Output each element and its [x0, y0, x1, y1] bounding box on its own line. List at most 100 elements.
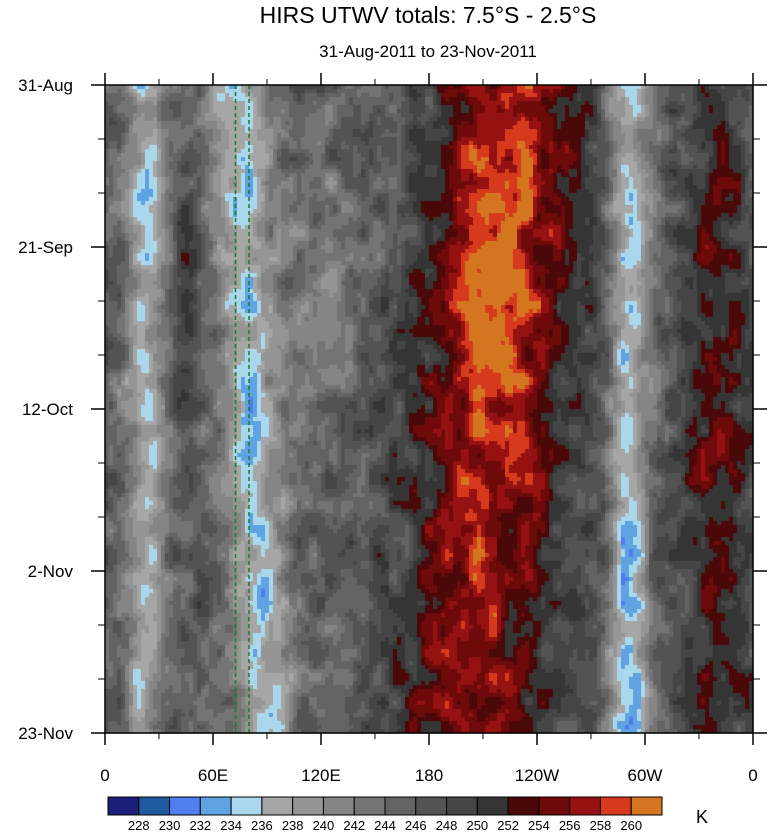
contour-cell	[213, 97, 218, 102]
contour-cell	[433, 89, 438, 94]
contour-cell	[465, 109, 470, 114]
contour-cell	[205, 121, 210, 126]
contour-cell	[529, 101, 534, 106]
contour-cell	[305, 133, 310, 138]
contour-cell	[261, 105, 266, 110]
contour-cell	[393, 189, 398, 194]
contour-cell	[257, 93, 262, 98]
contour-cell	[629, 157, 634, 162]
contour-cell	[381, 137, 386, 142]
contour-cell	[341, 197, 346, 202]
contour-cell	[177, 109, 182, 114]
contour-cell	[181, 105, 186, 110]
contour-cell	[557, 205, 562, 210]
contour-cell	[489, 93, 494, 98]
contour-cell	[621, 109, 626, 114]
contour-cell	[137, 97, 142, 102]
contour-cell	[493, 117, 498, 122]
contour-cell	[485, 169, 490, 174]
contour-cell	[261, 109, 266, 114]
contour-cell	[429, 197, 434, 202]
contour-cell	[501, 201, 506, 206]
contour-cell	[545, 89, 550, 94]
contour-cell	[213, 157, 218, 162]
contour-cell	[709, 173, 714, 178]
contour-cell	[265, 149, 270, 154]
contour-cell	[517, 97, 522, 102]
contour-cell	[277, 177, 282, 182]
contour-cell	[445, 101, 450, 106]
contour-cell	[509, 205, 514, 210]
contour-cell	[717, 169, 722, 174]
contour-cell	[393, 117, 398, 122]
contour-cell	[133, 101, 138, 106]
contour-cell	[257, 121, 262, 126]
contour-cell	[113, 117, 118, 122]
contour-cell	[741, 125, 746, 130]
contour-cell	[177, 121, 182, 126]
contour-cell	[705, 161, 710, 166]
contour-cell	[561, 173, 566, 178]
contour-cell	[457, 157, 462, 162]
contour-cell	[509, 173, 514, 178]
contour-cell	[161, 157, 166, 162]
contour-cell	[429, 173, 434, 178]
contour-cell	[485, 113, 490, 118]
contour-cell	[113, 137, 118, 142]
contour-cell	[469, 165, 474, 170]
contour-cell	[149, 129, 154, 134]
contour-cell	[133, 129, 138, 134]
contour-cell	[149, 153, 154, 158]
contour-cell	[285, 145, 290, 150]
contour-cell	[729, 125, 734, 130]
contour-cell	[509, 125, 514, 130]
contour-cell	[717, 201, 722, 206]
contour-cell	[165, 181, 170, 186]
contour-cell	[413, 97, 418, 102]
contour-cell	[361, 157, 366, 162]
contour-cell	[317, 197, 322, 202]
contour-cell	[593, 117, 598, 122]
contour-cell	[593, 145, 598, 150]
contour-cell	[493, 105, 498, 110]
contour-cell	[317, 125, 322, 130]
contour-cell	[129, 129, 134, 134]
contour-cell	[269, 157, 274, 162]
contour-cell	[721, 169, 726, 174]
contour-cell	[269, 181, 274, 186]
contour-cell	[473, 93, 478, 98]
contour-cell	[545, 113, 550, 118]
contour-cell	[241, 101, 246, 106]
contour-cell	[517, 89, 522, 94]
contour-cell	[301, 101, 306, 106]
contour-cell	[437, 101, 442, 106]
contour-cell	[381, 133, 386, 138]
contour-cell	[281, 101, 286, 106]
contour-cell	[461, 197, 466, 202]
contour-cell	[125, 161, 130, 166]
contour-cell	[661, 165, 666, 170]
contour-cell	[709, 185, 714, 190]
contour-cell	[637, 101, 642, 106]
contour-cell	[733, 189, 738, 194]
contour-cell	[365, 205, 370, 210]
contour-cell	[145, 177, 150, 182]
contour-cell	[421, 201, 426, 206]
contour-cell	[569, 181, 574, 186]
contour-cell	[405, 97, 410, 102]
contour-cell	[585, 101, 590, 106]
contour-cell	[741, 177, 746, 182]
contour-cell	[621, 145, 626, 150]
contour-cell	[745, 201, 750, 206]
contour-cell	[569, 117, 574, 122]
contour-cell	[657, 145, 662, 150]
contour-cell	[381, 117, 386, 122]
contour-cell	[389, 177, 394, 182]
contour-cell	[469, 121, 474, 126]
contour-cell	[305, 113, 310, 118]
contour-cell	[397, 201, 402, 206]
contour-cell	[385, 177, 390, 182]
contour-cell	[161, 121, 166, 126]
contour-cell	[309, 133, 314, 138]
contour-cell	[713, 133, 718, 138]
